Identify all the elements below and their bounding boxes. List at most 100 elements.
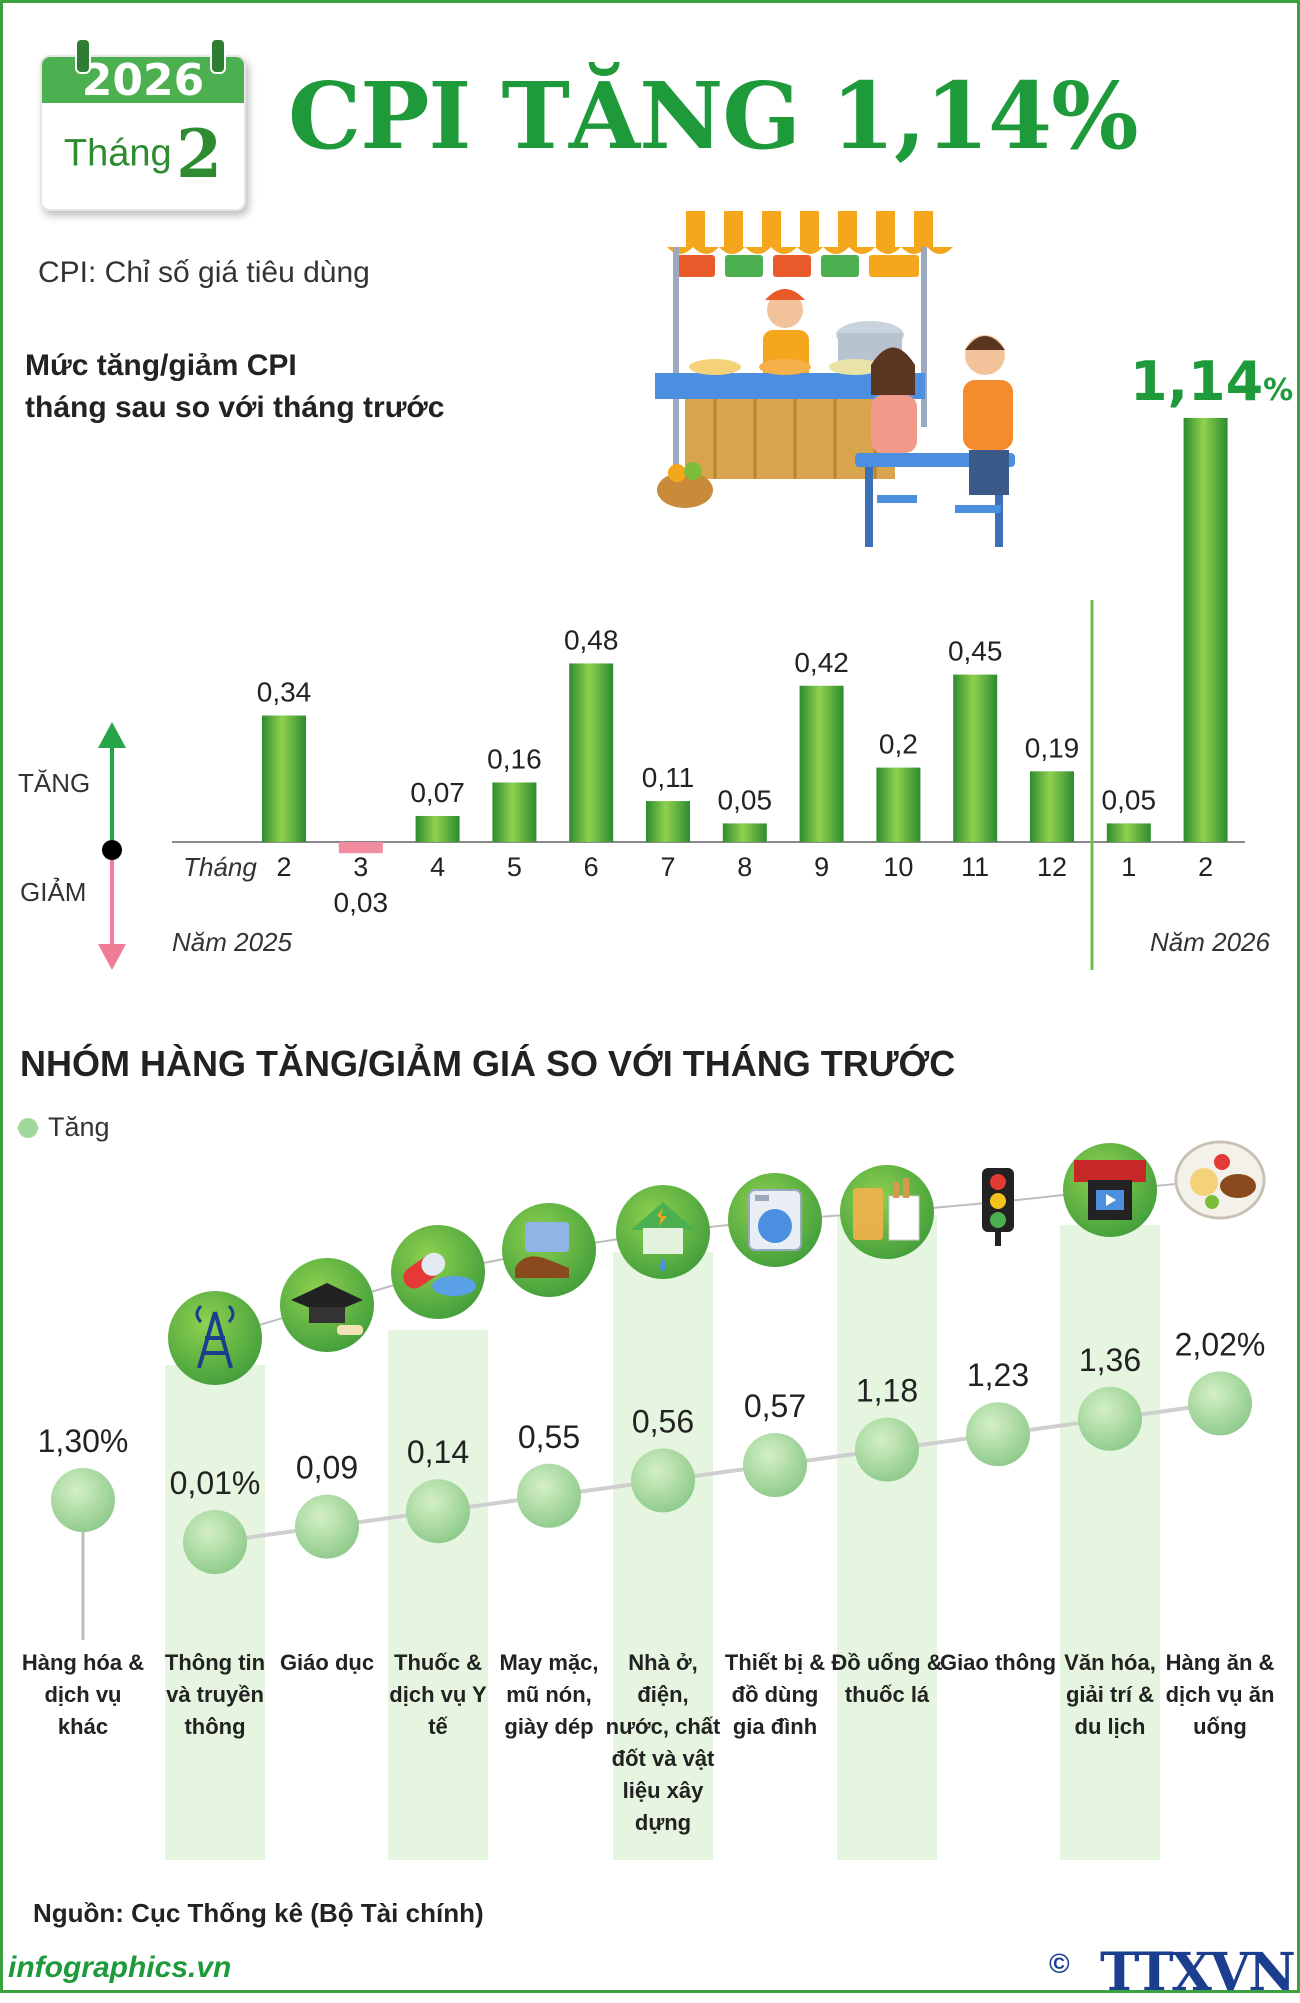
value-bubble	[406, 1479, 470, 1544]
trend-line	[214, 1401, 1221, 1544]
calendar-year: 2026	[42, 57, 244, 105]
bar-value-label: 0,45	[948, 636, 1003, 667]
bar-value-label: 0,48	[564, 624, 619, 655]
cinema-film-icon	[1063, 1143, 1157, 1237]
bar-month-1	[1106, 823, 1151, 842]
value-label: 0,57	[744, 1388, 806, 1424]
group-price-chart: 1,30% Hàng hóa & dịch vụ khác 0,01% Thông tin…	[22, 1140, 1275, 1860]
year-2026-label: Năm 2026	[1150, 927, 1270, 957]
category-label: Giao thông	[940, 1650, 1056, 1675]
bar-value-label: 0,03	[334, 887, 389, 918]
tick-label: 7	[660, 852, 675, 882]
bar-month-3	[338, 842, 383, 854]
value-bubble	[855, 1417, 919, 1482]
value-bubble	[743, 1433, 807, 1497]
calendar-month: Tháng 2	[42, 103, 244, 193]
tick-label: 3	[353, 852, 368, 882]
calendar-month-label: Tháng	[63, 132, 172, 175]
value-label: 2,02%	[1175, 1326, 1266, 1362]
value-bubble	[183, 1510, 247, 1574]
bar-month-11	[953, 674, 998, 842]
bar-month-2	[1183, 417, 1228, 842]
bar-value-label: 0,34	[257, 677, 312, 708]
group-column-highlight	[1060, 1225, 1160, 1860]
bar-month-5	[492, 782, 537, 842]
tick-label: 10	[883, 852, 913, 882]
category-label: Văn hóa, giải trí & du lịch	[1064, 1650, 1156, 1739]
value-label: 1,30%	[38, 1423, 129, 1459]
tick-label: 9	[814, 852, 829, 882]
legend-dot-icon	[18, 1118, 38, 1138]
value-label: 1,36	[1079, 1342, 1141, 1378]
bar-value-label: 0,05	[718, 784, 773, 815]
tick-label: 5	[507, 852, 522, 882]
bar-value-label: 0,05	[1102, 784, 1157, 815]
up-down-arrow-icon	[98, 722, 126, 970]
bar-month-7	[646, 801, 690, 842]
bar-month-9	[799, 685, 844, 842]
group-column-highlight	[837, 1215, 937, 1860]
tick-label: 4	[430, 852, 445, 882]
clothing-shoes-icon	[502, 1203, 596, 1297]
bar-month-12	[1030, 771, 1074, 842]
value-label: 0,01%	[170, 1465, 261, 1501]
tick-label: 6	[584, 852, 599, 882]
bar-value-label: 0,2	[879, 729, 918, 760]
legend-decrease: GIẢM	[20, 877, 87, 907]
bar-month-4	[415, 815, 460, 842]
section1-heading-line1: Mức tăng/giảm CPI	[25, 349, 297, 382]
stall-awning-icon	[667, 211, 953, 254]
value-label: 0,09	[296, 1450, 358, 1486]
section1-heading: Mức tăng/giảm CPI tháng sau so với tháng…	[25, 345, 444, 429]
value-bubble	[295, 1494, 359, 1559]
bar-value-label: 0,42	[794, 647, 849, 678]
copyright-icon: ©	[1049, 1948, 1070, 1979]
house-water-power-icon	[616, 1185, 710, 1279]
category-label: Đồ uống & thuốc lá	[831, 1650, 942, 1707]
medicine-pill-icon	[391, 1225, 485, 1319]
value-bubble	[517, 1463, 581, 1528]
value-label: 1,23	[967, 1357, 1029, 1393]
category-label: Hàng hóa & dịch vụ khác	[22, 1650, 144, 1739]
brand-logo: TTXVN	[1100, 1942, 1296, 2003]
value-label: 0,55	[518, 1419, 580, 1455]
category-label: Giáo dục	[280, 1650, 374, 1675]
category-label: Thiết bị & đồ dùng gia đình	[725, 1650, 825, 1739]
tick-label: 12	[1037, 852, 1067, 882]
category-label: Hàng ăn & dịch vụ ăn uống	[1166, 1650, 1275, 1739]
tick-label: 2	[276, 852, 291, 882]
diners-figure-icon	[855, 335, 1015, 547]
group-column-highlight	[165, 1365, 265, 1860]
icon-connector-line	[214, 1179, 1221, 1339]
value-bubble	[966, 1402, 1030, 1467]
month-prefix-label: Tháng	[183, 852, 257, 882]
value-label: 0,14	[407, 1434, 469, 1470]
drinks-cigarettes-icon	[840, 1165, 934, 1259]
page-title: CPI TĂNG 1,14%	[288, 62, 1138, 170]
value-bubble	[1188, 1371, 1252, 1436]
tick-label: 1	[1121, 852, 1136, 882]
bar-value-label: 0,19	[1025, 732, 1080, 763]
section1-heading-line2: tháng sau so với tháng trước	[25, 391, 445, 424]
site-link[interactable]: infographics.vn	[8, 1951, 232, 1984]
legend-increase: TĂNG	[18, 768, 91, 798]
graduation-cap-icon	[280, 1258, 374, 1352]
legend-tang: Tăng	[18, 1112, 110, 1143]
tick-label: 8	[737, 852, 752, 882]
legend-tang-label: Tăng	[48, 1112, 110, 1142]
category-label: Nhà ở, điện, nước, chất đốt và vật liệu xây d…	[606, 1650, 721, 1835]
cpi-bar-chart: Tháng 2 0,34 3 0,03 4 0,07 5 0,16 6 0,48 7 0,11 8 0,05…	[98, 350, 1293, 970]
calendar-ring-icon	[75, 38, 91, 74]
group-column-highlight	[388, 1330, 488, 1860]
value-bubble	[51, 1468, 115, 1532]
page-subtitle: CPI: Chỉ số giá tiêu dùng	[38, 256, 370, 289]
washing-machine-icon	[728, 1173, 822, 1267]
bar-value-label: 0,11	[642, 762, 694, 793]
section2-heading: NHÓM HÀNG TĂNG/GIẢM GIÁ SO VỚI THÁNG TRƯ…	[20, 1043, 956, 1084]
source-note: Nguồn: Cục Thống kê (Bộ Tài chính)	[33, 1898, 484, 1928]
bar-value-unit: %	[1263, 373, 1293, 408]
calendar-month-number: 2	[176, 115, 223, 193]
tick-label: 2	[1198, 852, 1213, 882]
value-label: 0,56	[632, 1403, 694, 1439]
